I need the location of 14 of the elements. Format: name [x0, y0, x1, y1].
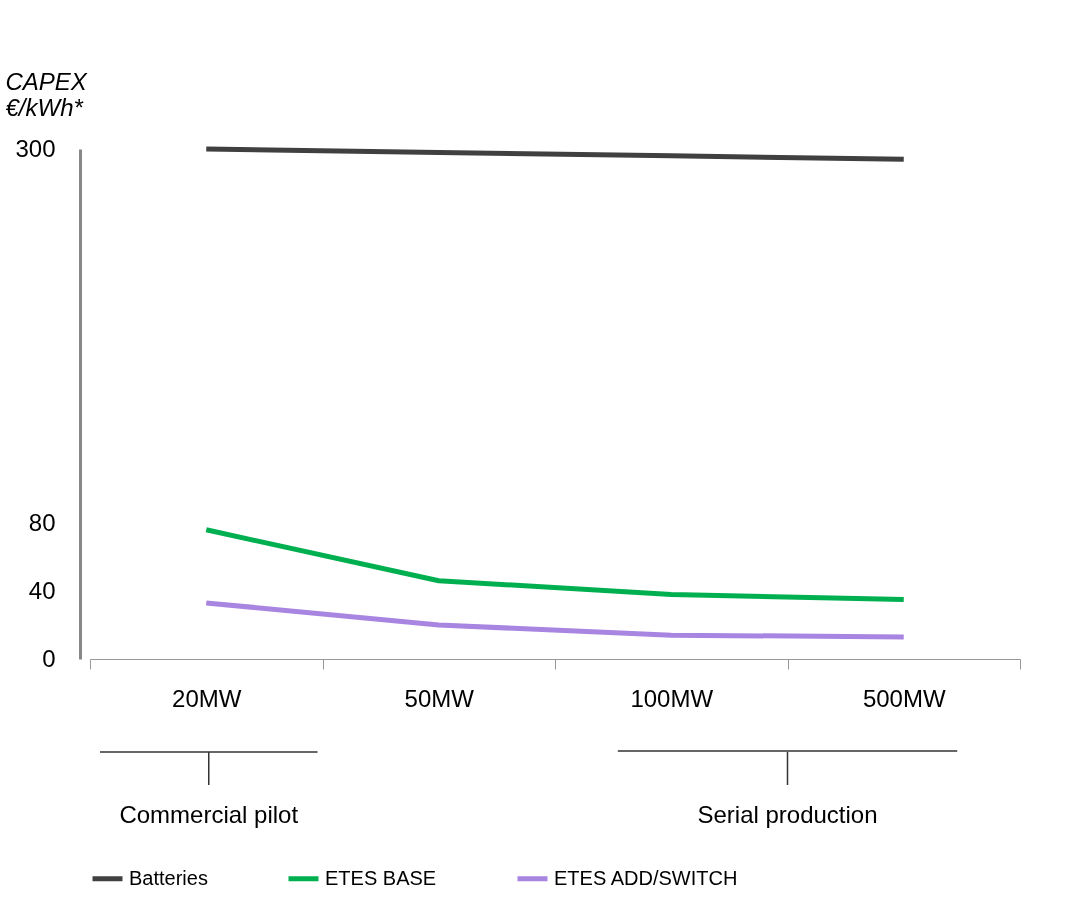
y-tick-label: 80 — [28, 508, 56, 536]
text: Serial production — [697, 801, 878, 828]
x-tick-label: 100MW — [630, 684, 714, 712]
y-tick-label: 300 — [15, 134, 56, 162]
x-tick-label: 500MW — [862, 684, 946, 712]
legend-label: ETES BASE — [325, 866, 437, 889]
y-tick-label: 40 — [28, 576, 56, 604]
legend-label: Batteries — [129, 866, 208, 889]
x-tick-label: 20MW — [172, 684, 242, 712]
y-tick-label: 0 — [42, 644, 56, 672]
text: Commercial pilot — [119, 801, 299, 828]
y-axis-title: CAPEX €/kWh* — [5, 67, 88, 121]
legend-label: ETES ADD/SWITCH — [554, 866, 738, 889]
x-tick-label: 50MW — [404, 684, 475, 712]
